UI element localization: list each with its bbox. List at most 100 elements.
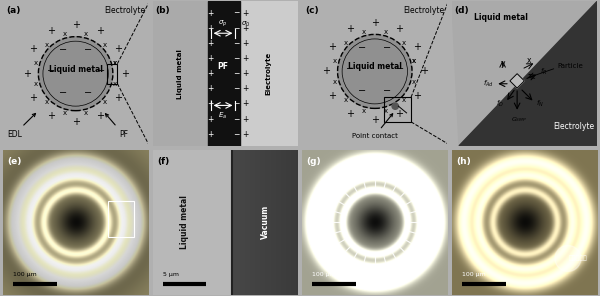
Text: Electrolyte: Electrolyte [403,6,445,15]
Bar [107,64,118,83]
Text: x: x [84,31,88,37]
Text: −: − [233,54,239,63]
Text: (c): (c) [305,6,319,15]
Bar [208,1,240,146]
Text: +: + [207,130,213,139]
Text: x: x [34,81,38,87]
Text: −: − [233,9,239,17]
Text: Particle: Particle [558,63,584,70]
Text: +: + [23,69,31,79]
Circle shape [338,34,412,108]
Text: +: + [47,26,55,36]
Text: −: − [233,84,239,93]
Text: +: + [242,69,249,78]
Text: (d): (d) [455,6,469,15]
Text: $f_D$: $f_D$ [496,99,504,109]
Text: −: − [47,66,55,76]
Text: +: + [207,54,213,63]
Polygon shape [459,1,597,146]
Text: x: x [362,108,366,114]
Text: +: + [242,99,249,108]
Text: (g): (g) [307,157,321,166]
Text: x: x [383,108,388,114]
Text: +: + [395,24,403,34]
Text: x: x [63,31,67,37]
Polygon shape [452,1,597,146]
Text: x: x [34,60,38,66]
Text: +: + [242,130,249,139]
Text: +: + [207,24,213,33]
Text: +: + [207,9,213,17]
Text: $E_a$: $E_a$ [218,110,227,121]
Text: +: + [242,24,249,33]
Text: Point contact: Point contact [352,114,398,139]
Text: +: + [121,69,128,79]
Text: $\sigma_0$: $\sigma_0$ [241,20,250,29]
Text: −: − [383,86,391,96]
Text: −: − [358,43,367,53]
Bar [152,1,208,146]
Text: x: x [526,56,531,65]
Text: +: + [322,66,330,76]
Circle shape [392,103,398,109]
Text: +: + [114,93,122,103]
Text: x: x [103,99,107,105]
Text: +: + [207,84,213,93]
Text: x: x [84,110,88,116]
Text: +: + [47,111,55,121]
Text: Vacuum: Vacuum [262,205,271,239]
Text: −: − [84,88,92,98]
Text: −: − [358,86,367,96]
Text: x: x [344,97,348,103]
Text: +: + [96,26,104,36]
Text: x: x [44,99,49,105]
Text: +: + [242,84,249,93]
Text: +: + [71,118,80,127]
Bar [384,97,411,122]
Text: Electrolyte: Electrolyte [553,123,594,131]
Text: (a): (a) [6,6,20,15]
Text: $f_{Ad}$: $f_{Ad}$ [483,79,494,89]
Text: $f_N$: $f_N$ [536,99,544,109]
Text: +: + [96,111,104,121]
Text: +: + [29,93,37,103]
Text: −: − [233,99,239,108]
Text: +: + [371,115,379,125]
Text: Liquid metal: Liquid metal [180,195,189,249]
Text: +: + [346,109,354,119]
Text: −: − [395,64,404,74]
Bar [107,201,134,237]
Text: Electrolyte: Electrolyte [104,6,145,15]
Text: x: x [63,110,67,116]
Text: x: x [344,40,348,46]
Text: +: + [207,69,213,78]
Circle shape [38,37,113,111]
Text: +: + [114,44,122,54]
Text: (b): (b) [155,6,170,15]
Text: +: + [242,39,249,48]
Text: −: − [233,115,239,124]
Text: x: x [113,60,117,66]
Text: x: x [44,42,49,48]
Text: 100 μm: 100 μm [313,272,336,277]
Text: +: + [207,115,213,124]
Text: +: + [29,44,37,54]
Text: +: + [328,42,337,52]
Text: +: + [242,54,249,63]
Text: x: x [401,97,406,103]
Text: Liquid metal: Liquid metal [49,65,103,74]
Bar [152,150,232,295]
Text: x: x [412,58,416,64]
Text: x: x [113,81,117,87]
Text: Liquid metal: Liquid metal [177,49,183,99]
Polygon shape [510,74,524,88]
Text: +: + [420,66,428,76]
Text: −: − [59,88,67,98]
Text: +: + [242,115,249,124]
Text: 100 μm: 100 μm [13,272,37,277]
Text: x: x [383,29,388,35]
Text: −: − [97,66,104,76]
Text: −: − [383,43,391,53]
Text: +: + [395,109,403,119]
Text: +: + [346,24,354,34]
